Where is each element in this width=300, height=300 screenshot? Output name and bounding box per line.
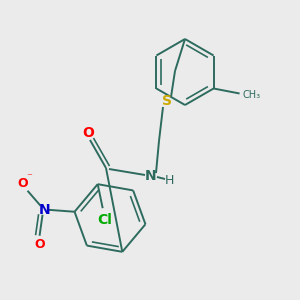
Text: ⁻: ⁻ [27, 173, 32, 183]
Text: CH₃: CH₃ [243, 89, 261, 100]
Text: O: O [17, 177, 28, 190]
Text: O: O [34, 238, 45, 251]
Text: Cl: Cl [97, 213, 112, 227]
Text: H: H [164, 175, 174, 188]
Text: N: N [39, 203, 50, 217]
Text: S: S [162, 94, 172, 108]
Text: N: N [145, 169, 157, 183]
Text: O: O [82, 126, 94, 140]
